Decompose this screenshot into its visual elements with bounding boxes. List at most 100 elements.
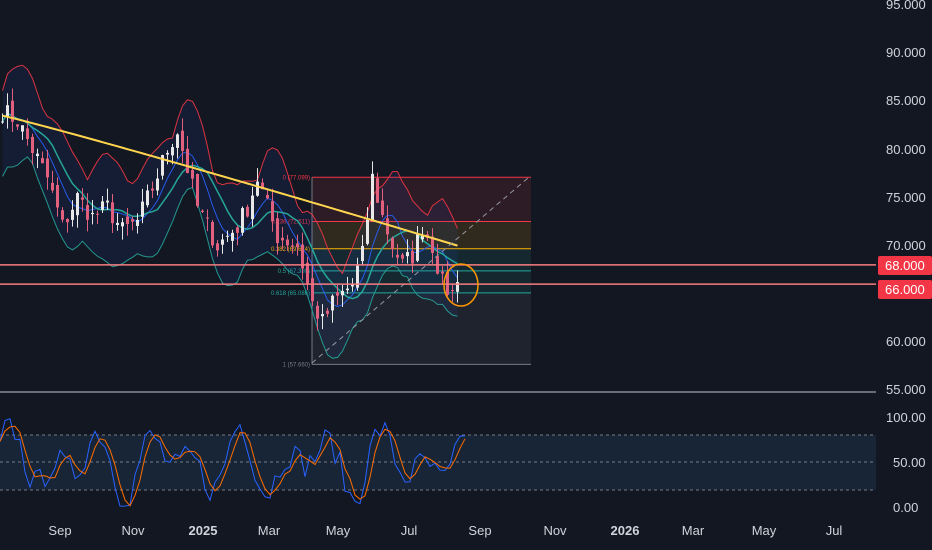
price-tag-68 [878, 256, 932, 275]
time-label-nov-2: Nov [543, 523, 567, 538]
candle-body [16, 124, 19, 127]
candle-body [361, 245, 364, 262]
candle-body [56, 184, 59, 208]
time-label-mar-2: Mar [682, 523, 705, 538]
candle-body [226, 235, 229, 237]
candle-body [171, 147, 174, 156]
highlight-circle[interactable] [443, 263, 479, 307]
candle-body [36, 153, 39, 157]
fib-level-label: 1 (57.660) [283, 362, 310, 368]
candle-body [396, 254, 399, 258]
candle-body [246, 206, 249, 217]
candle-body [251, 195, 254, 220]
price-tick-90: 90.000 [886, 45, 926, 60]
candle-body [81, 197, 84, 200]
candle-body [371, 173, 374, 222]
candle-body [181, 130, 184, 151]
fib-level-label: 0.618 (65.086) [271, 291, 310, 297]
ma-200-line [2, 114, 458, 247]
time-axis[interactable]: Sep Nov 2025 Mar May Jul Sep Nov 2026 Ma… [48, 522, 842, 540]
osc-tick-100: 100.00 [886, 410, 926, 425]
candle-body [386, 218, 389, 235]
candle-body [346, 288, 349, 291]
candle-body [61, 210, 64, 220]
candle-body [341, 290, 344, 296]
candle-body [46, 158, 49, 178]
osc-tick-50: 50.00 [893, 455, 926, 470]
candle-body [306, 262, 309, 284]
candle-body [71, 209, 74, 220]
candle-body [191, 169, 194, 179]
candle-body [406, 252, 409, 257]
bollinger-fill [2, 65, 458, 359]
candle-body [136, 219, 139, 226]
candle-body [311, 278, 314, 301]
candle-body [86, 205, 89, 220]
candle-body [121, 222, 124, 227]
fibonacci-retracement[interactable]: 0 (77.099) 0.236 (72.511) 0.382 (69.674) 0.… [271, 175, 531, 368]
candle-body [96, 213, 99, 215]
candle-body [326, 310, 329, 314]
candle-body [141, 201, 144, 217]
time-label-jul-2: Jul [826, 523, 843, 538]
candle-body [126, 216, 129, 224]
candle-body [91, 212, 94, 215]
price-tag-66-label: 66.000 [885, 282, 925, 297]
candle-body [6, 105, 9, 117]
candle-body [391, 238, 394, 250]
candle-body [356, 265, 359, 288]
osc-tick-0: 0.00 [893, 500, 918, 515]
price-tick-55: 55.000 [886, 382, 926, 397]
candle-body [286, 239, 289, 246]
candle-body [446, 271, 449, 295]
candle-body [236, 227, 239, 233]
candle-body [116, 222, 119, 226]
candle-body [156, 178, 159, 191]
time-label-nov: Nov [121, 523, 145, 538]
time-label-may: May [326, 523, 351, 538]
time-label-mar: Mar [258, 523, 281, 538]
candle-body [336, 292, 339, 296]
price-tag-68-label: 68.000 [885, 258, 925, 273]
candle-body [151, 188, 154, 191]
price-pane[interactable]: 0 (77.099) 0.236 (72.511) 0.382 (69.674) 0.… [0, 64, 876, 368]
candle-body [261, 182, 264, 190]
candle-body [166, 152, 169, 155]
candle-body [411, 251, 414, 264]
fib-zone [312, 292, 531, 365]
candle-body [416, 234, 419, 261]
candle-body [376, 178, 379, 203]
candle-body [201, 210, 204, 212]
oscillator-axis[interactable]: 100.00 50.00 0.00 [886, 410, 926, 515]
fib-level-label: 0.382 (69.674) [271, 247, 310, 253]
candle-body [366, 218, 369, 244]
price-axis[interactable]: 95.000 90.000 85.000 80.000 75.000 70.00… [878, 0, 932, 397]
stoch-d-line [0, 425, 466, 507]
time-label-jul: Jul [401, 523, 418, 538]
bollinger-upper-band [2, 64, 458, 275]
candle-body [31, 136, 34, 153]
price-tag-66 [878, 280, 932, 299]
candle-body [321, 314, 324, 317]
time-label-2026: 2026 [611, 523, 640, 538]
candle-body [441, 271, 444, 274]
price-tick-80: 80.000 [886, 142, 926, 157]
candle-body [26, 128, 29, 140]
stoch-k-line [0, 418, 466, 507]
candle-body [266, 194, 269, 199]
oscillator-pane[interactable] [0, 418, 876, 507]
fib-trend-line[interactable] [311, 177, 529, 364]
candle-body [331, 295, 334, 311]
candle-body [161, 155, 164, 176]
candle-body [51, 182, 54, 191]
candle-body [291, 245, 294, 247]
candle-body [111, 202, 114, 224]
price-tick-60: 60.000 [886, 334, 926, 349]
candle-body [256, 181, 259, 196]
price-tick-95: 95.000 [886, 0, 926, 12]
candle-body [351, 284, 354, 287]
candle-body [206, 217, 209, 219]
candle-body [41, 158, 44, 164]
candle-body [241, 208, 244, 233]
